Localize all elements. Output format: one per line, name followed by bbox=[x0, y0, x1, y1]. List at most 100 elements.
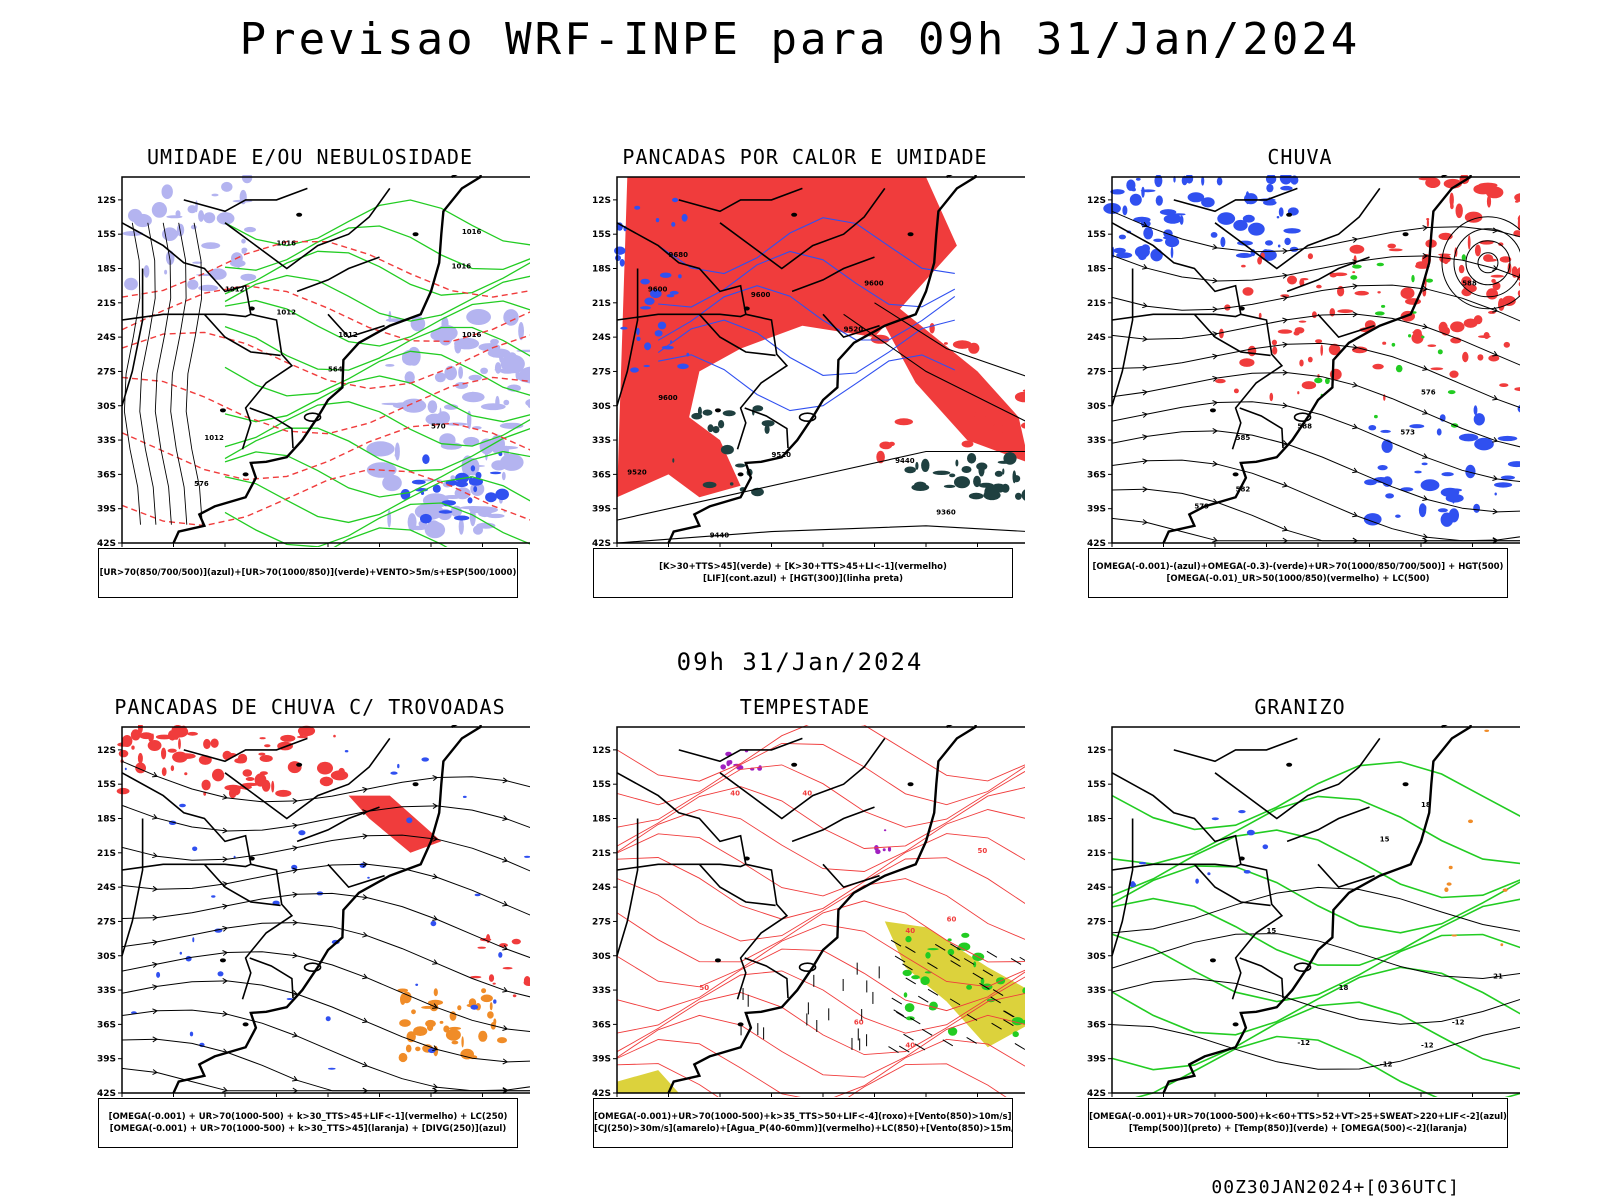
lat-label: 21S bbox=[592, 849, 611, 859]
map-granizo[interactable]: -12 -12 21 18 15 -12 -12 18 15 12S 15S 18S 21S 24S 27S… bbox=[1080, 725, 1520, 1097]
lc850-contour bbox=[616, 786, 1025, 849]
precip-area bbox=[1486, 195, 1492, 208]
omega-area bbox=[1414, 470, 1422, 474]
state-border bbox=[791, 806, 875, 843]
storm-area bbox=[264, 744, 271, 748]
thunder-area bbox=[489, 1002, 493, 1011]
k-tts-li-area bbox=[990, 412, 1009, 419]
precip-area bbox=[1430, 367, 1444, 371]
streamline bbox=[121, 922, 530, 998]
wind-area bbox=[902, 969, 912, 977]
streamline-arrow bbox=[1492, 350, 1499, 357]
wind-vector bbox=[950, 960, 961, 967]
streamline bbox=[1111, 401, 1520, 482]
panel-legend: [OMEGA(-0.001)+UR>70(1000-500)+k>35_TTS>… bbox=[593, 1098, 1013, 1148]
lc850-contour bbox=[616, 878, 1025, 942]
lc850-contour bbox=[616, 1038, 1025, 1097]
wind-vector bbox=[894, 955, 906, 963]
contour-label: 9600 bbox=[751, 291, 771, 299]
wind-vector bbox=[966, 1014, 978, 1021]
streamline-arrow bbox=[362, 931, 369, 938]
humidity-area bbox=[500, 453, 524, 471]
streamline-arrow bbox=[1142, 335, 1148, 342]
k-tts-area bbox=[729, 482, 734, 486]
streamline-arrow bbox=[1282, 402, 1289, 409]
streamline-arrow bbox=[1142, 458, 1148, 465]
map-tempestade[interactable]: 40 40 50 60 40 50 60 40 12S 15S 18S 21S 24S 27S 30S 33S… bbox=[585, 725, 1025, 1097]
map-pancadas-calor[interactable]: 9680 9600 9600 9600 9520 9600 9520 9520 9440 9360… bbox=[585, 175, 1025, 547]
lc850-contour bbox=[616, 725, 1025, 782]
lc850-contour bbox=[616, 992, 1025, 1056]
streamline-arrow bbox=[1352, 311, 1359, 318]
contour-label: -12 bbox=[1380, 1061, 1393, 1069]
streamline-arrow bbox=[502, 945, 509, 951]
precip-area bbox=[1372, 363, 1384, 370]
divergence-blob bbox=[421, 757, 430, 762]
precip-area bbox=[1300, 278, 1309, 281]
contour-label: 40 bbox=[730, 790, 740, 798]
storm-area bbox=[147, 740, 162, 751]
storm-area bbox=[148, 733, 154, 742]
basemap bbox=[616, 725, 977, 1094]
precip-area bbox=[1488, 354, 1500, 362]
streamline-arrow bbox=[152, 1036, 158, 1043]
lat-label: 42S bbox=[97, 1089, 116, 1097]
contour-label: 15 bbox=[1380, 835, 1390, 843]
streamline-arrow bbox=[222, 1010, 229, 1017]
legend-line-1: [OMEGA(-0.001)+UR>70(1000-500)+k<60+TTS>… bbox=[1089, 1112, 1507, 1122]
omega-area bbox=[1248, 222, 1265, 236]
legend-line-2: [CJ(250)>30m/s](amarelo)+[Agua_P(40-60mm… bbox=[594, 1124, 1012, 1134]
lat-label: 18S bbox=[97, 815, 116, 825]
contour-label: 9440 bbox=[710, 531, 730, 539]
panel-legend: [UR>70(850/700/500)](azul)+[UR>70(1000/8… bbox=[98, 548, 518, 598]
precip-area bbox=[1269, 392, 1274, 402]
storm-area bbox=[523, 976, 530, 985]
state-border bbox=[183, 737, 308, 763]
storm-area bbox=[477, 946, 487, 949]
basemap bbox=[616, 175, 977, 544]
humidity-area bbox=[480, 403, 506, 411]
humidity-area bbox=[402, 351, 409, 364]
wind-vector bbox=[905, 946, 916, 954]
precip-area bbox=[1461, 276, 1472, 287]
streamline-arrow bbox=[292, 867, 299, 874]
k-tts-area bbox=[712, 426, 720, 434]
streamline-arrow bbox=[1422, 365, 1429, 371]
blot bbox=[1286, 762, 1293, 767]
omega-area bbox=[1242, 214, 1255, 223]
lat-label: 30S bbox=[1087, 952, 1106, 962]
fields: 40 40 50 60 40 50 60 40 bbox=[616, 725, 1025, 1097]
blot bbox=[1402, 232, 1409, 237]
precip-area bbox=[1518, 281, 1520, 287]
blot bbox=[296, 762, 303, 767]
omega-area bbox=[1436, 428, 1442, 436]
rh-contour bbox=[224, 299, 530, 347]
streamline-arrow bbox=[152, 885, 158, 892]
lc850-contour bbox=[616, 970, 1025, 1034]
map-chuva[interactable]: 58858558257957657358812S15S18S21S24S27S3… bbox=[1080, 175, 1520, 547]
thunder-area bbox=[433, 988, 438, 997]
divergence-blob bbox=[156, 971, 161, 978]
blot bbox=[219, 958, 226, 963]
blot bbox=[714, 408, 721, 413]
contour-label: 1012 bbox=[338, 331, 358, 339]
humidity-core bbox=[469, 476, 473, 485]
k-tts-area bbox=[702, 409, 713, 416]
state-border bbox=[1111, 222, 1284, 450]
k-tts-area bbox=[915, 461, 919, 470]
precip-area bbox=[1233, 388, 1239, 394]
storm-area bbox=[187, 731, 198, 736]
panel-chuva: CHUVA 588 585 582 579 576 573 588 12S 15S 18S 21S 2… bbox=[1080, 145, 1520, 605]
basemap bbox=[1111, 725, 1472, 1094]
wind-vector bbox=[1014, 1043, 1025, 1050]
divergence-blob bbox=[211, 895, 216, 898]
k-tts-area bbox=[1021, 489, 1025, 501]
divergence-blob bbox=[524, 855, 530, 858]
streamline bbox=[121, 1038, 530, 1092]
map-pancadas-trovoadas[interactable]: 12S15S18S21S24S27S30S33S36S39S42S70W65W6… bbox=[90, 725, 530, 1097]
storm-area bbox=[348, 795, 442, 853]
humidity-area bbox=[151, 202, 167, 218]
severe-area bbox=[887, 846, 892, 852]
wind-vector bbox=[902, 963, 913, 971]
